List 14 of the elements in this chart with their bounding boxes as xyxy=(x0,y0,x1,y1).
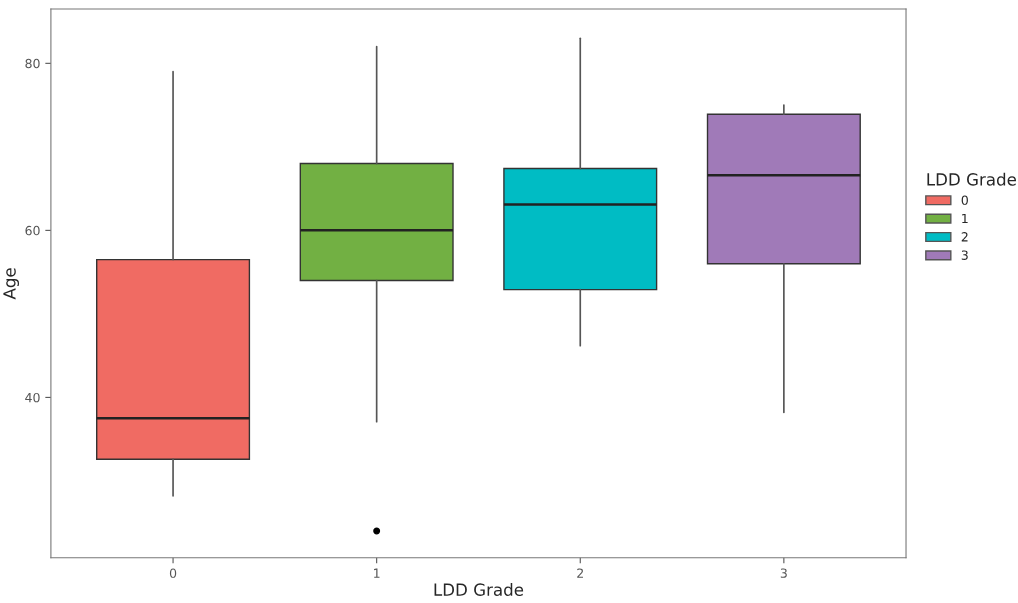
x-tick-label: 1 xyxy=(374,568,380,578)
legend-label: 2 xyxy=(961,232,968,242)
y-axis-title: Age xyxy=(3,268,20,300)
y-tick-label: 60 xyxy=(25,225,40,236)
x-axis-title: LDD Grade xyxy=(434,583,524,596)
x-tick-label: 3 xyxy=(780,568,787,578)
x-tick-label: 0 xyxy=(169,568,177,578)
x-tick-label: 2 xyxy=(577,568,583,578)
y-tick-label: 80 xyxy=(25,58,40,69)
legend-label: 0 xyxy=(961,195,968,205)
legend-label: 1 xyxy=(962,213,968,224)
y-tick-label: 40 xyxy=(25,392,40,403)
legend-title: LDD Grade xyxy=(927,172,1016,186)
legend-label: 3 xyxy=(961,250,968,260)
